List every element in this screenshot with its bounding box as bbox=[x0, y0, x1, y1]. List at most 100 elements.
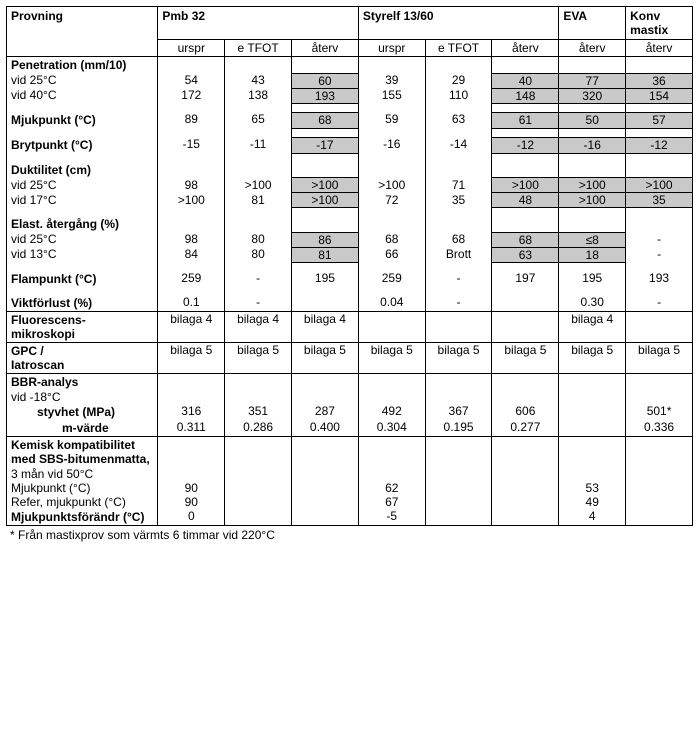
cell: -15 bbox=[158, 137, 225, 153]
cell: >100 bbox=[559, 178, 626, 193]
cell: 68 bbox=[425, 232, 492, 247]
cell: 59 bbox=[358, 112, 425, 128]
row-kem-ref: Refer, mjukpunkt (°C) bbox=[7, 495, 158, 509]
cell: 320 bbox=[559, 88, 626, 103]
cell bbox=[559, 404, 626, 420]
cell: - bbox=[425, 295, 492, 312]
cell: 18 bbox=[559, 247, 626, 262]
row-brytpunkt: Brytpunkt (°C) bbox=[7, 137, 158, 153]
cell: >100 bbox=[358, 178, 425, 193]
cell: 40 bbox=[492, 73, 559, 88]
cell: 0 bbox=[158, 509, 225, 526]
footnote: * Från mastixprov som värmts 6 timmar vi… bbox=[6, 526, 693, 544]
cell bbox=[425, 311, 492, 342]
cell: bilaga 5 bbox=[158, 342, 225, 373]
cell: >100 bbox=[225, 178, 292, 193]
cell: 367 bbox=[425, 404, 492, 420]
cell bbox=[559, 420, 626, 437]
cell: 0.04 bbox=[358, 295, 425, 312]
row-penetration: Penetration (mm/10) bbox=[7, 57, 158, 74]
cell: 259 bbox=[158, 271, 225, 287]
row-bbr: BBR-analys bbox=[7, 373, 158, 390]
cell: -12 bbox=[626, 137, 693, 153]
cell: 195 bbox=[292, 271, 359, 287]
col-eva: EVA bbox=[559, 7, 626, 40]
cell: 110 bbox=[425, 88, 492, 103]
cell: -16 bbox=[559, 137, 626, 153]
cell: bilaga 5 bbox=[292, 342, 359, 373]
cell: 81 bbox=[292, 247, 359, 262]
cell: ≤8 bbox=[559, 232, 626, 247]
cell: bilaga 4 bbox=[292, 311, 359, 342]
row-duktilitet: Duktilitet (cm) bbox=[7, 162, 158, 178]
row-mvarde: m-värde bbox=[7, 420, 158, 437]
cell: 50 bbox=[559, 112, 626, 128]
cell: 287 bbox=[292, 404, 359, 420]
row-kem-forand: Mjukpunktsförändr (°C) bbox=[7, 509, 158, 526]
cell: 67 bbox=[358, 495, 425, 509]
row-vid13: vid 13°C bbox=[7, 247, 158, 262]
cell: - bbox=[626, 295, 693, 312]
cell: 90 bbox=[158, 495, 225, 509]
row-vid17: vid 17°C bbox=[7, 193, 158, 208]
cell: 63 bbox=[425, 112, 492, 128]
cell: 316 bbox=[158, 404, 225, 420]
cell: 81 bbox=[225, 193, 292, 208]
row-kem2: 3 mån vid 50°C bbox=[7, 467, 158, 481]
cell: 29 bbox=[425, 73, 492, 88]
cell: 80 bbox=[225, 232, 292, 247]
cell: 49 bbox=[559, 495, 626, 509]
cell: bilaga 5 bbox=[425, 342, 492, 373]
cell: 193 bbox=[292, 88, 359, 103]
cell: 68 bbox=[492, 232, 559, 247]
cell: -17 bbox=[292, 137, 359, 153]
cell: 98 bbox=[158, 232, 225, 247]
cell: 77 bbox=[559, 73, 626, 88]
cell: bilaga 5 bbox=[626, 342, 693, 373]
col-konv: Konv mastix bbox=[626, 7, 693, 40]
cell: - bbox=[225, 295, 292, 312]
cell bbox=[358, 311, 425, 342]
cell: 35 bbox=[425, 193, 492, 208]
cell: -11 bbox=[225, 137, 292, 153]
sub-urspr: urspr bbox=[158, 40, 225, 57]
cell: 0.286 bbox=[225, 420, 292, 437]
cell: 39 bbox=[358, 73, 425, 88]
cell: 71 bbox=[425, 178, 492, 193]
cell: 0.30 bbox=[559, 295, 626, 312]
cell: 63 bbox=[492, 247, 559, 262]
cell: 72 bbox=[358, 193, 425, 208]
cell: bilaga 5 bbox=[492, 342, 559, 373]
cell: 0.304 bbox=[358, 420, 425, 437]
cell: 0.311 bbox=[158, 420, 225, 437]
row-bbr-sub: vid -18°C bbox=[7, 390, 158, 404]
row-styvhet: styvhet (MPa) bbox=[7, 404, 158, 420]
cell: 48 bbox=[492, 193, 559, 208]
cell: -16 bbox=[358, 137, 425, 153]
cell: 89 bbox=[158, 112, 225, 128]
cell: bilaga 4 bbox=[158, 311, 225, 342]
cell: 259 bbox=[358, 271, 425, 287]
col-provning: Provning bbox=[7, 7, 158, 57]
cell: 0.277 bbox=[492, 420, 559, 437]
cell: 138 bbox=[225, 88, 292, 103]
cell: 172 bbox=[158, 88, 225, 103]
cell: 195 bbox=[559, 271, 626, 287]
cell: bilaga 4 bbox=[225, 311, 292, 342]
cell: 54 bbox=[158, 73, 225, 88]
cell: 36 bbox=[626, 73, 693, 88]
cell: 0.1 bbox=[158, 295, 225, 312]
row-vid40: vid 40°C bbox=[7, 88, 158, 103]
sub-aterv: återv bbox=[492, 40, 559, 57]
col-pmb: Pmb 32 bbox=[158, 7, 358, 40]
cell: - bbox=[626, 247, 693, 262]
cell: -5 bbox=[358, 509, 425, 526]
cell: 53 bbox=[559, 481, 626, 495]
cell: 0.400 bbox=[292, 420, 359, 437]
cell: 0.336 bbox=[626, 420, 693, 437]
row-vid25c: vid 25°C bbox=[7, 232, 158, 247]
row-flampunkt: Flampunkt (°C) bbox=[7, 271, 158, 287]
cell: - bbox=[626, 232, 693, 247]
cell: 90 bbox=[158, 481, 225, 495]
cell: >100 bbox=[158, 193, 225, 208]
